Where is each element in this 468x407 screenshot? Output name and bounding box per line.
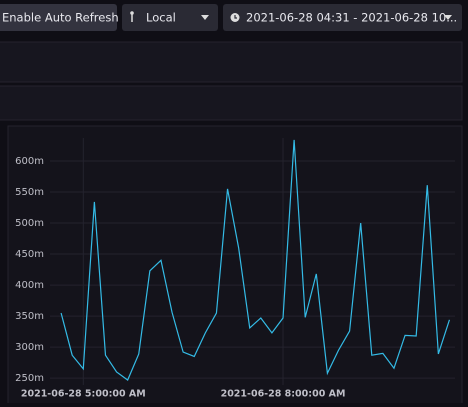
x-tick-label: 2021-06-28 8:00:00 AM: [221, 389, 346, 400]
y-tick-label: 350m: [15, 311, 44, 322]
y-tick-label: 250m: [15, 373, 44, 384]
chart-panel: [7, 125, 463, 407]
panel-bar: [0, 85, 463, 121]
icon: [130, 11, 134, 15]
auto-refresh-button[interactable]: [0, 4, 117, 31]
time-range-dropdown[interactable]: [223, 4, 462, 31]
y-tick-label: 550m: [15, 187, 44, 198]
caret: [201, 15, 209, 20]
timezone-dropdown[interactable]: [122, 4, 218, 31]
clock-hand: [234, 15, 237, 19]
y-tick-label: 450m: [15, 249, 44, 260]
dropdown-label: 2021-06-28 04:31 - 2021-06-28 10...: [246, 11, 457, 25]
y-tick-label: 500m: [15, 218, 44, 229]
y-tick-label: 400m: [15, 280, 44, 291]
caret: [444, 15, 452, 20]
x-tick-label: 2021-06-28 5:00:00 AM: [21, 389, 146, 400]
y-tick-label: 600m: [15, 156, 44, 167]
dropdown-label: Local: [146, 11, 176, 25]
chart: 250m 300m 350m 400m 450m 500m 550m 600m 2021-06-…: [15, 138, 455, 400]
data-line: [60, 139, 451, 381]
panel-bar: [0, 41, 463, 83]
button-label: Enable Auto Refresh: [2, 11, 119, 25]
y-tick-label: 300m: [15, 342, 44, 353]
